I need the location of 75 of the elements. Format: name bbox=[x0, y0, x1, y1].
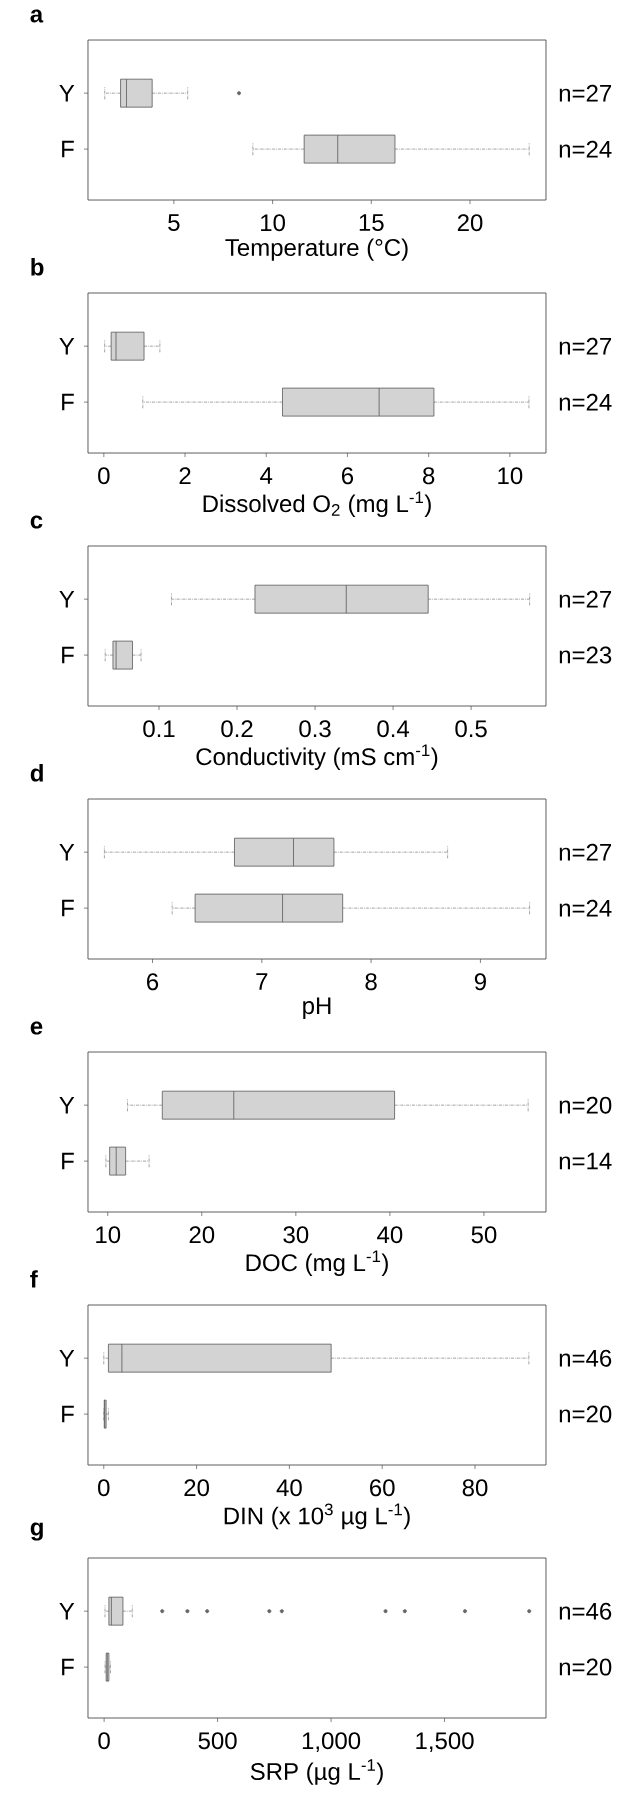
text: n=23 bbox=[559, 646, 612, 664]
chart-title: c bbox=[30, 515, 43, 529]
x-axis-title: Dissolved O$_{2}$ (mg L$^{-1}$) bbox=[203, 491, 431, 517]
x-tick-label: 30 bbox=[283, 1226, 309, 1244]
text: n=27 bbox=[559, 337, 612, 355]
text: n=20 bbox=[559, 1658, 612, 1676]
chart-title: e bbox=[30, 1021, 43, 1035]
x-tick-label: 9 bbox=[474, 973, 486, 991]
x-tick-label: 0.3 bbox=[299, 720, 331, 738]
x-tick-label: 50 bbox=[471, 1226, 497, 1244]
text: n=24 bbox=[559, 393, 612, 411]
x-tick-label: 40 bbox=[377, 1226, 403, 1244]
text: n=20 bbox=[559, 1405, 612, 1423]
y-tick-label: Y bbox=[59, 1096, 75, 1114]
y-tick-label: Y bbox=[59, 1602, 75, 1620]
x-tick-label: 10 bbox=[261, 214, 285, 232]
x-tick-label: 1,000 bbox=[302, 1732, 361, 1753]
y-tick-label: F bbox=[62, 899, 74, 917]
text: n=46 bbox=[559, 1602, 612, 1620]
x-tick-label: 10 bbox=[96, 1226, 121, 1244]
x-tick-label: 0 bbox=[98, 1732, 110, 1750]
x-axis-title: SRP (µg L$^{-1}$) bbox=[250, 1759, 383, 1785]
x-tick-label: 8 bbox=[423, 467, 435, 485]
x-tick-label: 0.5 bbox=[455, 720, 487, 738]
y-tick-label: F bbox=[62, 393, 74, 411]
x-axis-title: DOC (mg L$^{-1}$) bbox=[246, 1250, 388, 1276]
chart-title: d bbox=[30, 763, 43, 782]
x-axis-title: Conductivity (mS cm$^{-1}$) bbox=[196, 744, 438, 770]
x-tick-label: 500 bbox=[198, 1732, 237, 1750]
x-tick-label: 0.1 bbox=[143, 720, 175, 738]
x-tick-label: 0 bbox=[98, 1479, 110, 1497]
x-tick-label: 0.4 bbox=[377, 720, 410, 738]
x-tick-label: 60 bbox=[370, 1479, 395, 1497]
text: n=20 bbox=[559, 1096, 612, 1114]
x-tick-label: 80 bbox=[462, 1479, 488, 1497]
y-tick-label: F bbox=[62, 1658, 74, 1676]
y-tick-label: F bbox=[62, 140, 74, 158]
x-tick-label: 40 bbox=[276, 1479, 302, 1497]
chart-title: a bbox=[30, 9, 44, 23]
y-tick-label: F bbox=[62, 646, 74, 664]
y-tick-label: F bbox=[62, 1152, 74, 1170]
text: n=27 bbox=[559, 843, 612, 861]
text: n=27 bbox=[559, 590, 612, 608]
x-tick-label: 20 bbox=[184, 1479, 209, 1497]
text: n=24 bbox=[559, 140, 612, 158]
text: n=46 bbox=[559, 1349, 612, 1367]
x-tick-label: 6 bbox=[342, 467, 354, 485]
text: n=27 bbox=[559, 84, 612, 102]
x-tick-label: 4 bbox=[260, 467, 273, 484]
x-tick-label: 2 bbox=[179, 467, 191, 484]
x-tick-label: 15 bbox=[359, 214, 384, 231]
x-tick-label: 7 bbox=[256, 973, 268, 990]
text: n=14 bbox=[559, 1152, 612, 1170]
y-tick-label: Y bbox=[59, 1349, 75, 1367]
x-tick-label: 0 bbox=[98, 467, 110, 485]
x-axis-title: DIN (x 10$^{3}$ µg L$^{-1}$) bbox=[224, 1503, 410, 1530]
text: n=24 bbox=[559, 899, 612, 917]
y-tick-label: F bbox=[62, 1405, 74, 1423]
x-tick-label: 1,500 bbox=[416, 1732, 474, 1753]
chart-title: f bbox=[30, 1270, 38, 1288]
y-tick-label: Y bbox=[59, 590, 75, 608]
y-tick-label: Y bbox=[59, 84, 75, 102]
y-tick-label: Y bbox=[59, 337, 75, 355]
x-tick-label: 20 bbox=[457, 214, 483, 232]
chart-title: b bbox=[31, 257, 44, 276]
x-tick-label: 8 bbox=[365, 973, 377, 991]
x-axis-title: Temperature (°C) bbox=[225, 238, 408, 261]
x-axis-title: pH bbox=[303, 997, 331, 1019]
y-tick-label: Y bbox=[59, 843, 75, 861]
x-tick-label: 5 bbox=[168, 214, 180, 231]
x-tick-label: 0.2 bbox=[221, 720, 253, 738]
x-tick-label: 6 bbox=[147, 973, 159, 991]
x-tick-label: 10 bbox=[498, 467, 523, 485]
x-tick-label: 20 bbox=[189, 1226, 215, 1244]
chart-title: g bbox=[30, 1522, 43, 1541]
